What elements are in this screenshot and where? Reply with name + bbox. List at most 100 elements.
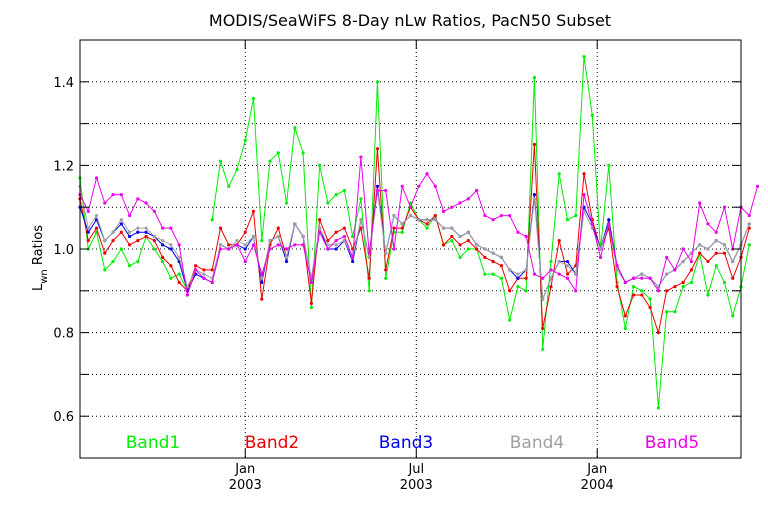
data-point <box>582 172 586 176</box>
grid <box>80 40 741 458</box>
data-point <box>574 213 578 218</box>
data-point <box>466 239 470 243</box>
data-point <box>483 272 487 276</box>
data-point <box>127 243 132 247</box>
data-point <box>318 230 322 234</box>
data-point <box>318 163 322 167</box>
data-point <box>508 213 512 218</box>
data-point <box>425 222 429 226</box>
data-point <box>136 226 140 230</box>
data-point <box>367 289 371 293</box>
data-point <box>152 234 156 239</box>
data-point <box>508 268 512 272</box>
data-point <box>260 280 264 285</box>
data-point <box>243 230 247 234</box>
data-point <box>103 251 107 255</box>
series-line <box>211 56 750 408</box>
data-point <box>177 243 181 247</box>
data-point <box>342 226 346 230</box>
data-point <box>276 151 280 155</box>
data-point <box>136 259 140 264</box>
data-point <box>549 259 553 264</box>
x-tick-label-year: 2004 <box>581 478 614 493</box>
data-point <box>359 197 363 201</box>
data-point <box>524 289 528 293</box>
data-point <box>235 167 239 172</box>
data-point <box>284 259 289 264</box>
data-point <box>400 184 404 188</box>
data-point <box>351 255 355 259</box>
data-point <box>483 213 487 218</box>
data-point <box>574 289 578 293</box>
series-line <box>79 177 188 292</box>
data-point <box>260 272 264 276</box>
data-point <box>103 268 107 272</box>
data-point <box>747 243 751 247</box>
data-point <box>541 347 545 351</box>
data-point <box>557 272 561 276</box>
data-point <box>326 239 330 243</box>
data-point <box>260 276 264 280</box>
data-point <box>136 230 140 234</box>
data-point <box>334 243 338 247</box>
data-point <box>152 239 156 243</box>
data-point <box>665 255 669 259</box>
data-point <box>309 305 313 310</box>
data-point <box>169 243 173 247</box>
data-point <box>549 268 553 272</box>
data-point <box>218 243 223 247</box>
data-point <box>400 230 404 234</box>
data-point <box>119 193 123 197</box>
data-point <box>450 239 454 243</box>
y-axis-label-main: L <box>31 283 46 291</box>
data-point <box>731 259 735 264</box>
data-point <box>731 314 735 318</box>
data-point <box>169 226 173 230</box>
series-line <box>79 186 750 300</box>
x-tick-label-year: 2003 <box>229 478 262 493</box>
data-point <box>475 247 479 251</box>
data-point <box>549 276 553 280</box>
legend-item-band3: Band3 <box>379 433 433 453</box>
data-point <box>524 268 528 272</box>
data-point <box>144 226 148 230</box>
data-point <box>706 222 710 226</box>
data-point <box>301 243 305 247</box>
data-point <box>309 301 313 305</box>
data-point <box>318 226 322 230</box>
data-point <box>177 255 181 259</box>
data-point <box>251 243 256 247</box>
data-point <box>136 197 140 201</box>
x-tick-label-month: Jan <box>234 462 255 477</box>
data-point <box>293 126 297 130</box>
data-point <box>516 285 520 289</box>
data-point <box>334 247 338 251</box>
legend-item-band1: Band1 <box>126 433 180 453</box>
data-point <box>210 280 214 285</box>
data-point <box>202 272 206 276</box>
data-point <box>375 80 380 84</box>
data-point <box>260 297 264 301</box>
data-point <box>268 247 272 251</box>
data-point <box>722 280 727 285</box>
data-point <box>392 213 396 218</box>
data-point <box>722 243 727 247</box>
legend-item-band2: Band2 <box>245 433 299 453</box>
data-point <box>656 406 660 410</box>
data-point <box>698 251 702 255</box>
data-point <box>86 226 90 230</box>
data-point <box>689 280 694 285</box>
data-point <box>689 268 694 272</box>
data-point <box>475 188 479 193</box>
data-point <box>384 268 388 272</box>
data-point <box>598 247 603 251</box>
data-point <box>532 76 537 80</box>
data-point <box>284 201 289 205</box>
data-point <box>169 247 173 251</box>
data-point <box>747 222 751 226</box>
data-point <box>615 268 619 272</box>
data-point <box>417 218 421 222</box>
data-point <box>623 326 627 331</box>
data-point <box>334 230 338 234</box>
